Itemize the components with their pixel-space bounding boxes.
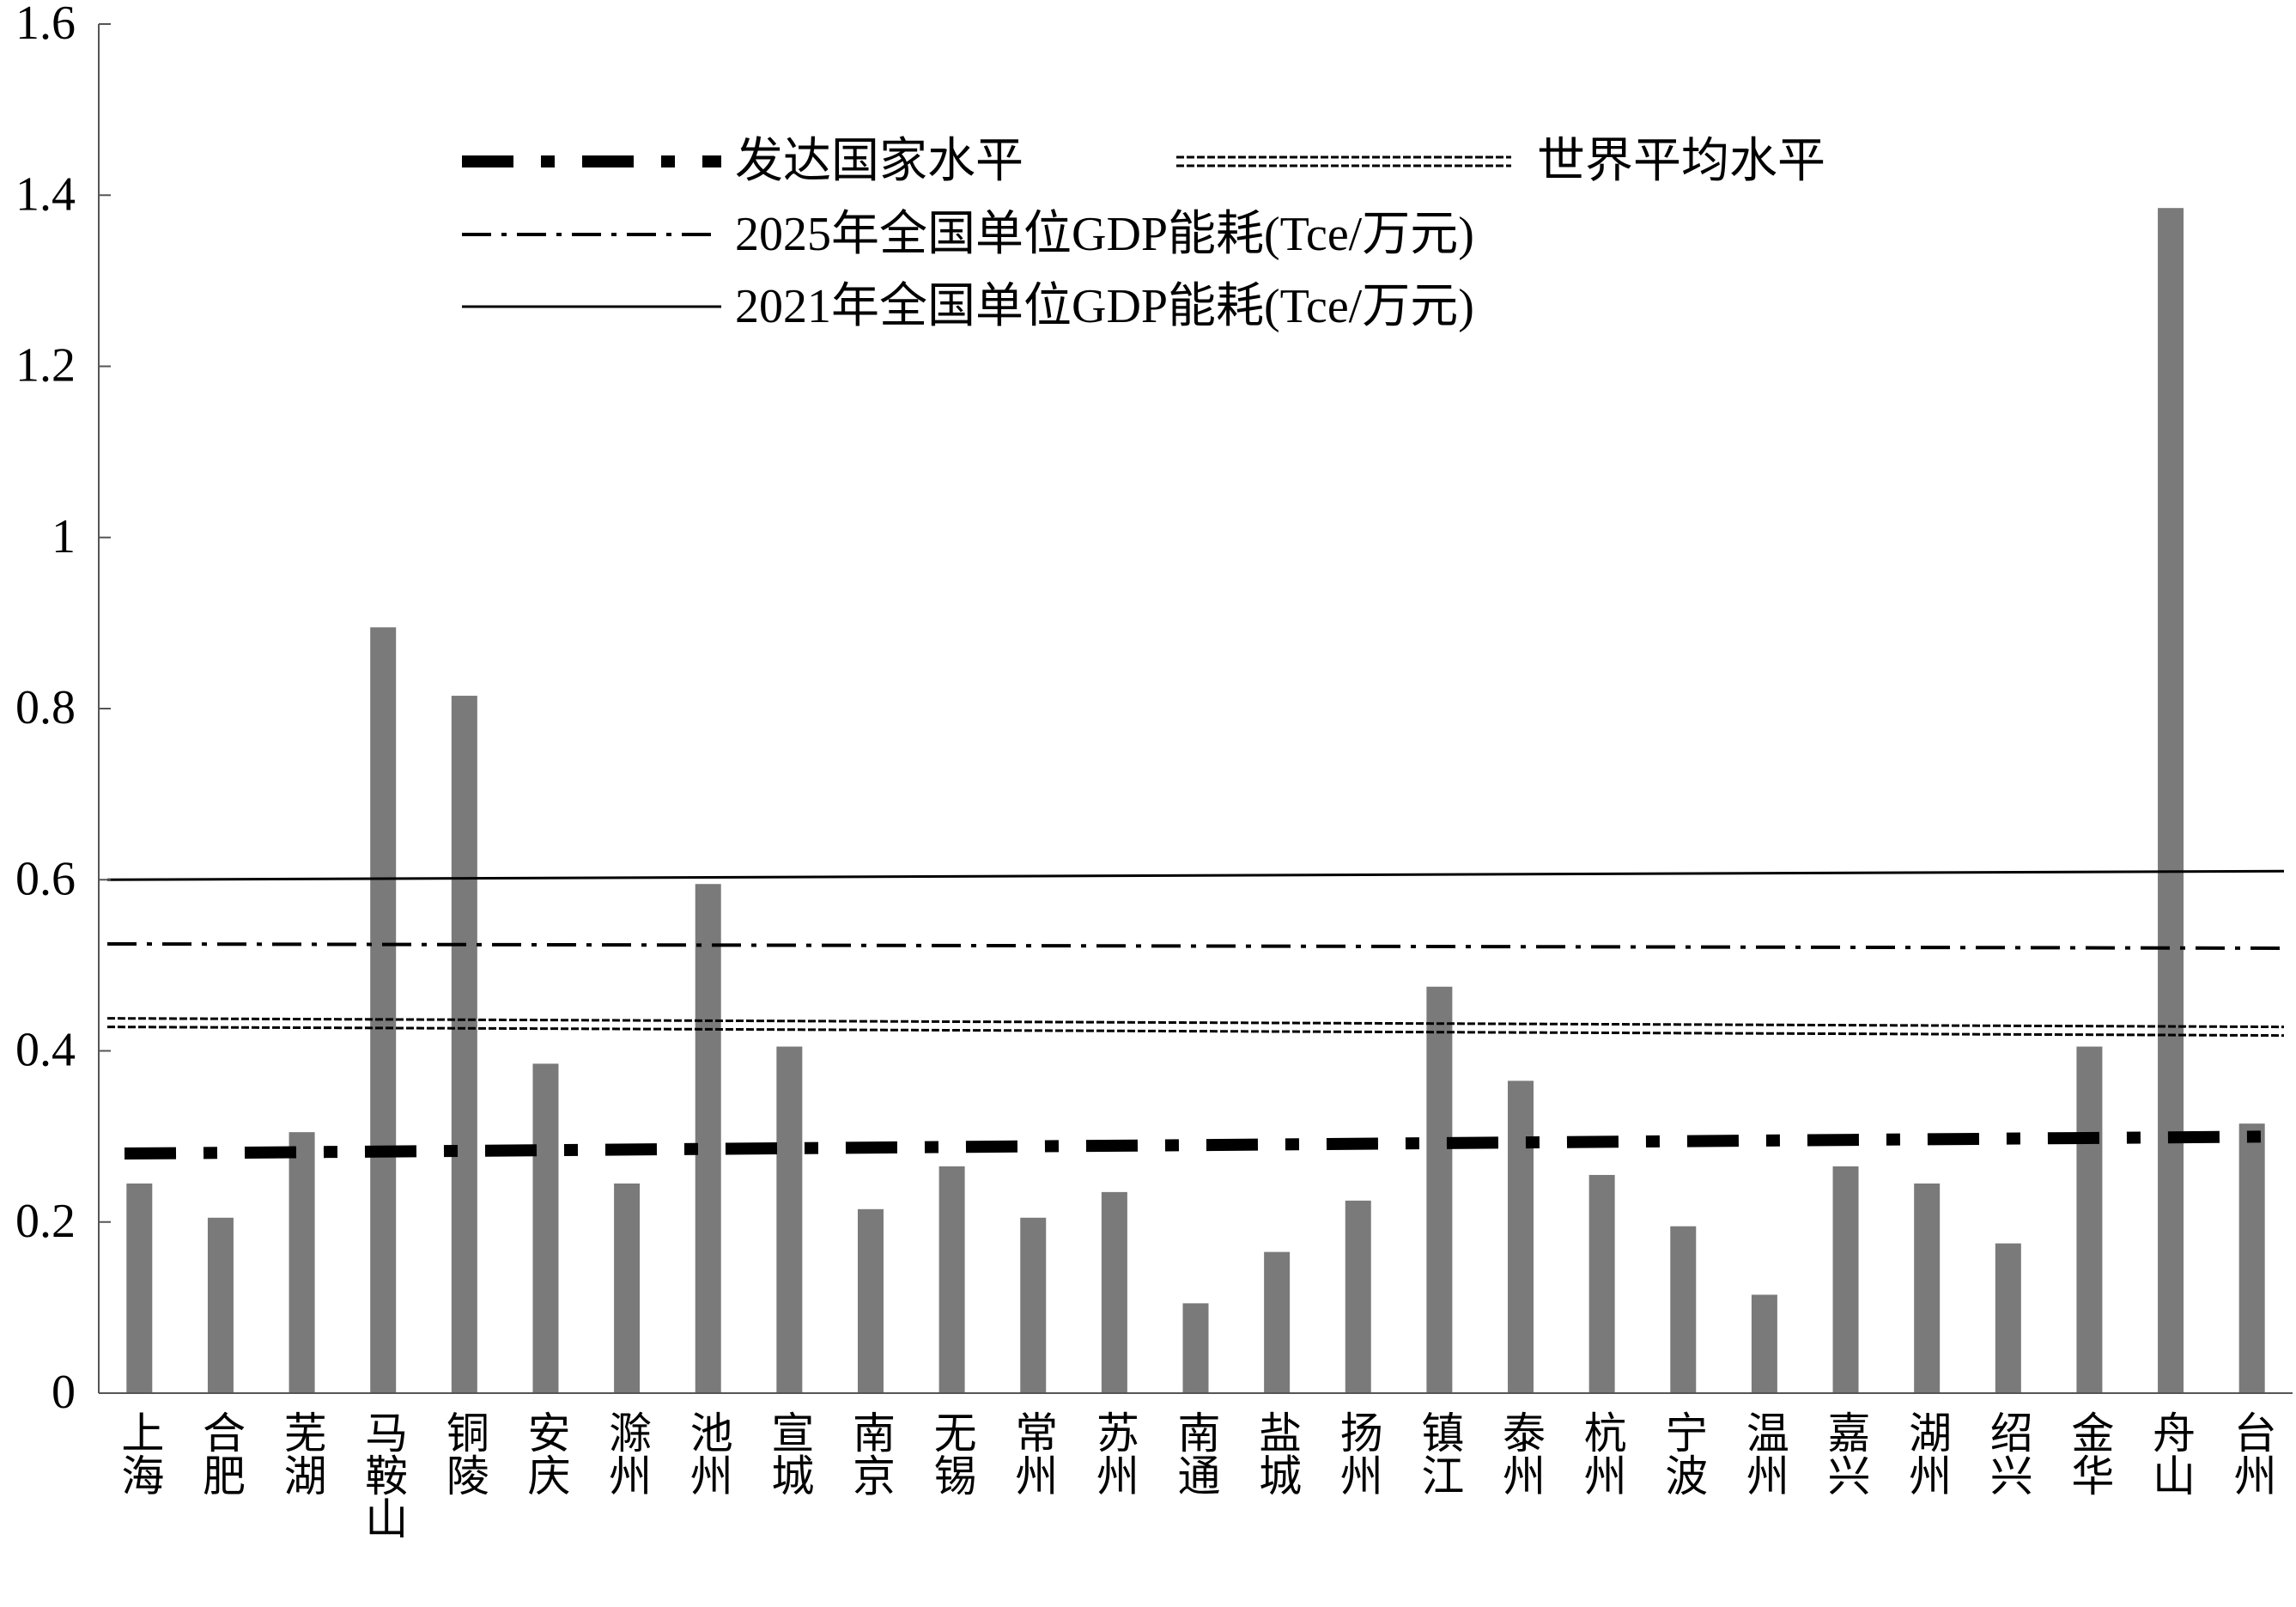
x-category-label: 上海 xyxy=(115,1410,163,1496)
x-category-label: 无锡 xyxy=(928,1410,976,1496)
y-tick-label: 1.6 xyxy=(15,0,76,50)
reference-line-0 xyxy=(124,1130,2285,1160)
bar-7 xyxy=(695,884,721,1393)
bar-11 xyxy=(1020,1217,1047,1393)
bar-22 xyxy=(1914,1183,1941,1393)
y-tick-label: 0.4 xyxy=(15,1024,76,1077)
x-category-label: 铜陵 xyxy=(440,1410,489,1496)
y-tick-label: 1 xyxy=(52,510,76,563)
bar-16 xyxy=(1426,986,1453,1393)
y-ticks-group: 0 0.2 0.4 0.6 0.8 1 1.2 1.4 1.6 xyxy=(15,0,111,1419)
legend-label: 世界平均水平 xyxy=(1537,135,1825,188)
x-category-label: 宁波 xyxy=(1659,1410,1707,1496)
bar-25 xyxy=(2158,208,2184,1394)
legend-item-2: 2025年全国单位GDP能耗(Tce/万元) xyxy=(462,208,1474,261)
x-category-label: 池州 xyxy=(684,1410,732,1496)
x-category-label: 镇江 xyxy=(1415,1410,1463,1496)
x-category-label: 温州 xyxy=(1740,1410,1789,1496)
bar-20 xyxy=(1751,1294,1777,1393)
bar-8 xyxy=(776,1046,803,1393)
bar-13 xyxy=(1182,1303,1209,1393)
bar-26 xyxy=(2238,1123,2265,1393)
y-tick-label: 0 xyxy=(52,1366,76,1419)
legend: 发达国家水平 世界平均水平 2025年全国单位GDP能耗(Tce/万元) 2021年全… xyxy=(462,135,1825,333)
bar-3 xyxy=(370,627,397,1393)
bar-5 xyxy=(532,1063,559,1393)
bar-14 xyxy=(1264,1251,1291,1393)
x-category-label: 盐城 xyxy=(1253,1410,1301,1496)
x-category-label: 泰州 xyxy=(1497,1410,1545,1496)
bar-19 xyxy=(1670,1226,1697,1393)
bar-15 xyxy=(1345,1200,1371,1393)
x-category-label: 舟山 xyxy=(2147,1410,2195,1496)
legend-item-3: 2021年全国单位GDP能耗(Tce/万元) xyxy=(462,280,1474,333)
x-category-label: 南京 xyxy=(847,1410,895,1496)
x-category-label: 湖州 xyxy=(1903,1410,1951,1496)
x-category-label: 合肥 xyxy=(197,1410,245,1496)
x-category-label: 芜湖 xyxy=(278,1410,326,1496)
legend-label: 发达国家水平 xyxy=(735,135,1023,188)
x-category-label: 苏州 xyxy=(1090,1410,1139,1496)
y-tick-label: 0.2 xyxy=(15,1195,76,1248)
bar-23 xyxy=(1995,1243,2021,1393)
reference-lines-group xyxy=(106,869,2285,1160)
y-tick-label: 1.2 xyxy=(15,339,76,393)
x-category-label: 台州 xyxy=(2228,1410,2276,1496)
bar-18 xyxy=(1588,1174,1615,1393)
legend-item-0: 发达国家水平 xyxy=(462,135,1023,188)
bar-21 xyxy=(1832,1166,1859,1393)
x-category-label: 宣城 xyxy=(765,1410,813,1496)
x-category-label: 扬州 xyxy=(1334,1410,1382,1496)
legend-label: 2021年全国单位GDP能耗(Tce/万元) xyxy=(735,280,1474,333)
bar-6 xyxy=(614,1183,641,1393)
bar-9 xyxy=(857,1208,884,1393)
x-labels-group: 上海 合肥 芜湖 马鞍山 铜陵 安庆 滁州 池州 宣城 南京 无锡 常州 苏州 南通 盐城 扬州 镇江 泰州 杭州宁… xyxy=(115,1410,2275,1539)
x-category-label: 杭州 xyxy=(1578,1410,1626,1496)
bar-10 xyxy=(938,1166,965,1393)
bar-1 xyxy=(207,1217,234,1393)
legend-item-1: 世界平均水平 xyxy=(1176,135,1825,188)
y-tick-label: 0.8 xyxy=(15,681,76,734)
x-category-label: 南通 xyxy=(1172,1410,1220,1496)
x-category-label: 安庆 xyxy=(521,1410,569,1496)
y-tick-label: 0.6 xyxy=(15,852,76,905)
x-category-label: 常州 xyxy=(1009,1410,1057,1496)
y-tick-label: 1.4 xyxy=(15,167,76,221)
x-category-label: 嘉兴 xyxy=(1822,1410,1870,1496)
bar-24 xyxy=(2076,1046,2103,1393)
x-category-label: 绍兴 xyxy=(1984,1410,2032,1496)
x-category-label: 滁州 xyxy=(603,1410,651,1496)
bar-12 xyxy=(1101,1191,1127,1393)
reference-line-3 xyxy=(106,869,2285,881)
bar-4 xyxy=(451,696,477,1393)
x-category-label: 马鞍山 xyxy=(359,1410,407,1539)
bar-17 xyxy=(1508,1080,1534,1393)
legend-swatch xyxy=(1176,155,1511,167)
x-category-label: 金华 xyxy=(2065,1410,2113,1496)
bars-group xyxy=(126,208,2265,1394)
legend-label: 2025年全国单位GDP能耗(Tce/万元) xyxy=(735,208,1474,261)
bar-2 xyxy=(289,1132,315,1393)
reference-line-2 xyxy=(106,941,2285,950)
bar-0 xyxy=(126,1183,153,1393)
reference-line-1 xyxy=(106,1017,2285,1038)
